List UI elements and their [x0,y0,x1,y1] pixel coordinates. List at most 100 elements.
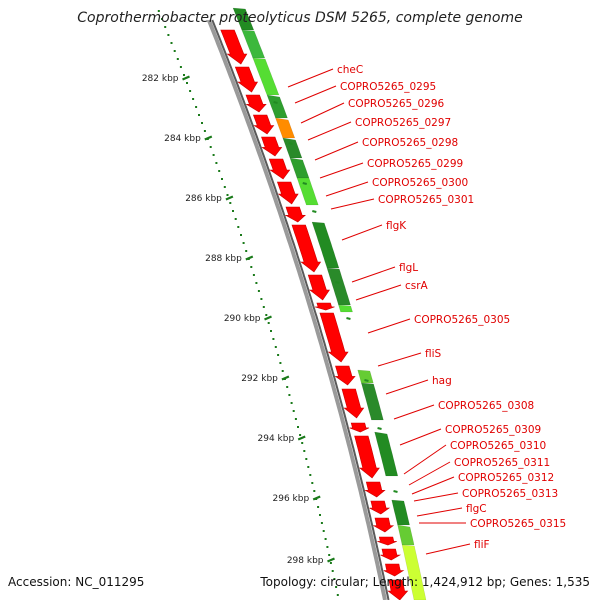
gene-label-6: COPRO5265_0299 [367,158,463,170]
leader-line-5 [314,141,359,161]
gene-label-20: COPRO5265_0313 [462,488,558,500]
ruler-dot-38 [262,306,265,308]
leader-line-1 [287,68,334,88]
ruler-dot-48 [286,386,289,388]
gene-arrow-20 [377,536,397,546]
ruler-dot-42 [272,338,275,340]
ruler-dot-4 [167,34,170,36]
ruler-tick-8 [312,495,321,501]
scale-label-7: 294 kbp [258,434,295,444]
ruler-dot-37 [260,298,263,300]
gene-label-11: csrA [405,280,429,292]
gene-label-8: COPRO5265_0301 [378,194,474,206]
ruler-dot-14 [198,114,200,116]
gene-label-14: hag [432,375,452,387]
map-title: Coprothermobacter proteolyticus DSM 5265… [77,10,522,26]
gene-arrow-1 [220,29,248,65]
backbone-line [206,19,387,600]
leader-line-2 [294,85,337,104]
feature-block-12 [357,369,374,384]
ruler-dot-11 [189,90,192,92]
ruler-dot-61 [313,490,316,492]
scale-label-5: 290 kbp [224,314,261,324]
ruler-dot-12 [192,98,195,100]
gene-arrow-7 [276,181,299,205]
feature-block-3 [252,57,280,96]
ruler-dot-15 [201,122,203,124]
ruler-dot-60 [311,482,314,484]
feature-separator-3 [302,182,307,185]
feature-block-9 [311,221,340,269]
leader-line-3 [300,102,345,124]
gene-arrow-2 [234,66,259,93]
gene-track [220,29,409,600]
gene-label-19: COPRO5265_0312 [458,472,554,484]
ruler-dot-35 [255,282,258,284]
gene-arrow-12 [319,312,349,363]
ruler-dot-74 [336,594,339,596]
feature-block-17 [401,544,427,600]
ruler-dot-73 [335,586,338,588]
gene-arrow-22 [383,563,405,577]
leader-line-8 [330,198,375,210]
gene-label-9: flgK [386,220,407,232]
ruler-dot-9 [183,74,185,76]
feature-track [232,7,427,600]
gene-labels: cheC COPRO5265_0295 COPRO5265_0296 COPRO526… [337,64,566,551]
feature-block-13 [360,382,384,421]
feature-separator-4 [312,210,317,213]
feature-block-1 [232,7,255,31]
feature-separator-2 [288,142,293,145]
gene-arrow-11 [315,302,335,311]
ruler-dot-68 [326,546,329,548]
feature-block-16 [397,524,415,546]
ruler-dot-24 [226,194,229,196]
gene-arrow-16 [354,435,380,479]
feature-block-8 [296,177,319,206]
gene-arrow-4 [252,114,275,135]
ruler-dot-23 [223,186,226,188]
ruler-dot-13 [195,106,198,108]
ruler-dot-39 [265,314,268,316]
ruler-dot-7 [176,58,179,60]
scale-label-8: 296 kbp [273,494,310,504]
feature-separator-5 [335,281,340,284]
feature-separator-6 [346,317,351,320]
ruler-dot-21 [218,170,221,172]
gene-arrow-3 [245,94,267,113]
topology-text: Topology: circular; Length: 1,424,912 bp… [259,575,590,589]
gene-label-21: flgC [466,503,487,515]
feature-block-2 [241,29,266,59]
leader-line-15 [393,404,435,420]
ruler-dot-54 [299,434,302,436]
ruler-dot-41 [270,330,272,332]
gene-label-13: fliS [425,348,442,360]
ruler-tick-4 [245,255,254,261]
ruler-dot-59 [309,474,312,476]
gene-arrow-21 [380,548,402,561]
ruler-dot-29 [240,234,242,236]
ruler-dot-56 [303,450,306,452]
ruler-dot-69 [328,554,331,556]
gene-label-7: COPRO5265_0300 [372,177,468,189]
ruler-dot-31 [245,250,248,252]
leader-line-17 [403,444,447,475]
ruler-dot-18 [209,146,212,148]
ruler-dot-53 [297,426,299,428]
gene-label-23: fliF [474,539,490,551]
gene-label-17: COPRO5265_0310 [450,440,546,452]
ruler-dot-5 [170,42,173,44]
leader-line-18 [408,461,451,486]
leader-line-19 [411,476,455,495]
gene-arrow-9 [291,224,322,273]
feature-separator-1 [273,101,278,104]
gene-arrow-23 [387,579,409,600]
ruler-dot-8 [179,66,182,68]
gene-label-22: COPRO5265_0315 [470,518,566,530]
feature-block-15 [391,499,410,526]
leader-line-12 [367,318,411,334]
gene-label-10: flgL [399,262,418,274]
ruler-tick-1 [182,75,190,81]
gene-arrow-18 [369,500,391,515]
